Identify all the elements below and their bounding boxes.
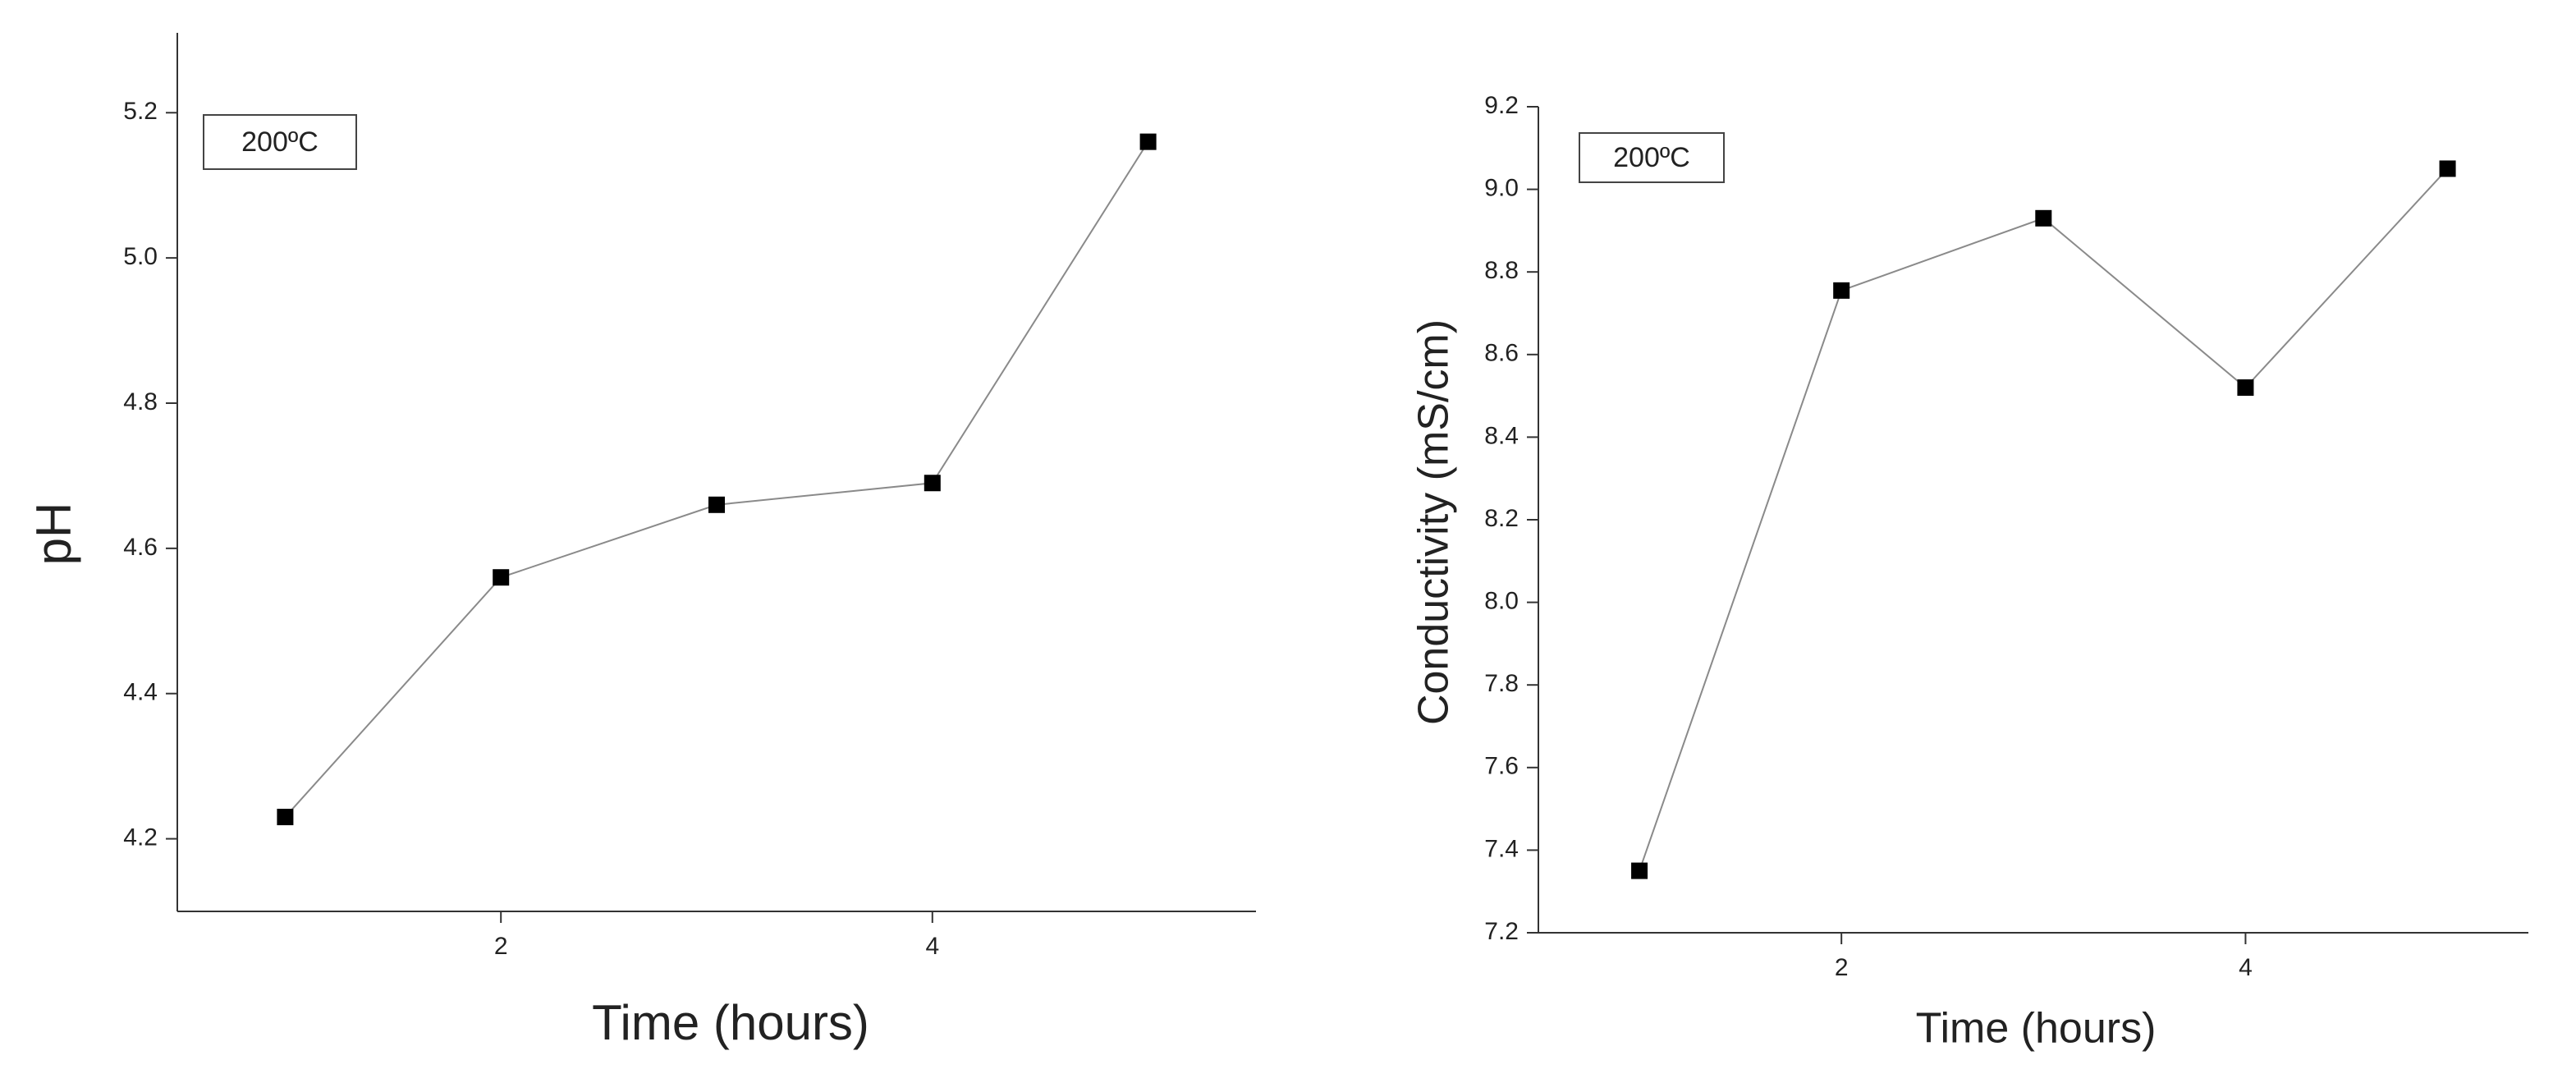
y-tick-label: 8.2: [1484, 505, 1519, 532]
y-axis-label: Conductivity (mS/cm): [1410, 319, 1458, 725]
x-tick-label: 4: [2239, 954, 2253, 981]
x-axis-label: Time (hours): [1916, 1005, 2157, 1053]
x-tick-label: 2: [494, 933, 508, 960]
y-tick-label: 4.8: [123, 388, 158, 415]
marker: [2035, 209, 2052, 227]
marker: [2439, 160, 2456, 177]
marker: [924, 475, 941, 492]
y-tick-label: 9.0: [1484, 175, 1519, 202]
marker: [708, 496, 725, 513]
y-tick-label: 8.8: [1484, 257, 1519, 284]
marker: [277, 809, 294, 826]
y-tick-label: 8.6: [1484, 340, 1519, 367]
y-tick-label: 4.4: [123, 679, 158, 706]
x-axis-label: Time (hours): [592, 995, 869, 1050]
marker: [1139, 133, 1157, 150]
x-tick-label: 2: [1835, 954, 1849, 981]
y-tick-label: 4.6: [123, 534, 158, 561]
marker: [493, 569, 510, 586]
x-tick-label: 4: [925, 933, 939, 960]
marker: [1833, 282, 1850, 299]
marker: [1631, 862, 1648, 879]
y-tick-label: 7.6: [1484, 753, 1519, 780]
y-tick-label: 5.0: [123, 243, 158, 270]
y-tick-label: 4.2: [123, 824, 158, 851]
y-axis-label: pH: [26, 502, 81, 566]
series-line: [1639, 167, 2449, 871]
annotation: 200ºC: [241, 126, 319, 158]
series-line: [284, 141, 1149, 818]
annotation: 200ºC: [1613, 142, 1690, 173]
y-tick-label: 8.0: [1484, 588, 1519, 615]
y-tick-label: 5.2: [123, 98, 158, 125]
y-tick-label: 8.4: [1484, 422, 1519, 449]
marker: [2237, 379, 2254, 397]
y-tick-label: 9.2: [1484, 92, 1519, 119]
y-tick-label: 7.8: [1484, 670, 1519, 697]
y-tick-label: 7.4: [1484, 835, 1519, 862]
annotation-box: [1579, 132, 1725, 183]
annotation-box: [203, 114, 357, 170]
y-tick-label: 7.2: [1484, 918, 1519, 945]
